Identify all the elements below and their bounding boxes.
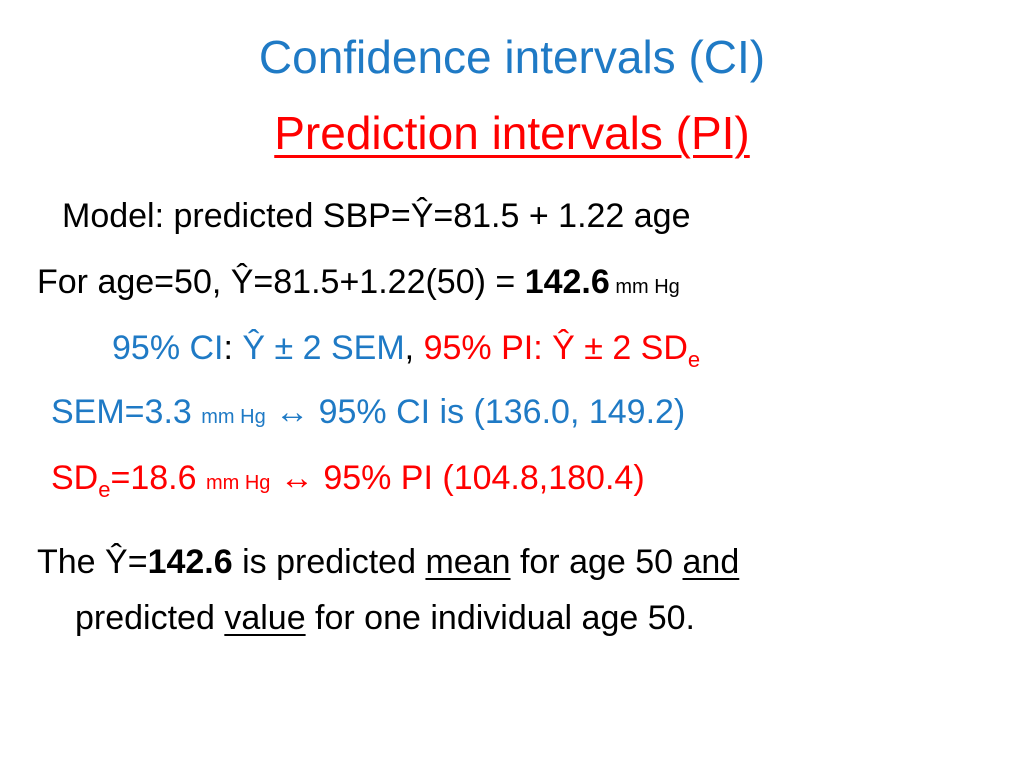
conclusion-part4: predicted: [75, 599, 225, 637]
sde-value: =18.6: [110, 459, 206, 497]
sde-subscript: e: [98, 477, 111, 502]
conclusion-line-2: predicted value for one individual age 5…: [75, 598, 695, 638]
age-line-text: For age=50, Ŷ=81.5+1.22(50) =: [37, 263, 525, 301]
conclusion-part2: is predicted: [232, 543, 426, 581]
sem-value: SEM=3.3: [51, 393, 202, 431]
conclusion-part1: The Ŷ=: [37, 543, 148, 581]
conclusion-value: 142.6: [147, 543, 233, 581]
sem-unit: mm Hg: [201, 406, 266, 428]
slide-title-ci: Confidence intervals (CI): [258, 31, 766, 83]
predicted-value: 142.6: [524, 263, 610, 301]
slide-title-pi-text: Prediction intervals (PI): [274, 107, 750, 159]
age-line: For age=50, Ŷ=81.5+1.22(50) = 142.6 mm H…: [37, 262, 680, 307]
ci-formula: Ŷ ± 2 SEM: [232, 329, 405, 367]
mean-word: mean: [425, 543, 511, 581]
conclusion-part3: for age 50: [510, 543, 683, 581]
ci-pi-line: 95% CI: Ŷ ± 2 SEM, 95% PI: Ŷ ± 2 SDe: [112, 328, 700, 371]
pi-result: ↔ 95% PI (104.8,180.4): [270, 459, 645, 497]
sem-line: SEM=3.3 mm Hg ↔ 95% CI is (136.0, 149.2): [51, 392, 685, 437]
slide-title-pi: Prediction intervals (PI): [0, 106, 1024, 160]
pi-subscript: e: [687, 347, 701, 372]
pi-formula: 95% PI: Ŷ ± 2 SD: [423, 329, 688, 367]
conclusion-line-1: The Ŷ=142.6 is predicted mean for age 50…: [37, 542, 739, 582]
ci-label: 95% CI: [112, 329, 224, 367]
sde-line: SDe=18.6 mm Hg ↔ 95% PI (104.8,180.4): [51, 458, 645, 503]
conclusion-part5: for one individual age 50.: [305, 599, 695, 637]
model-line: Model: predicted SBP=Ŷ=81.5 + 1.22 age: [62, 197, 691, 235]
ci-result: ↔ 95% CI is (136.0, 149.2): [265, 393, 686, 431]
sde-unit: mm Hg: [205, 472, 271, 494]
ci-separator: :: [223, 329, 233, 367]
value-word: value: [224, 599, 306, 637]
sde-label: SD: [51, 459, 99, 497]
and-word: and: [682, 543, 740, 581]
ci-pi-comma: ,: [404, 329, 424, 367]
unit-label: mm Hg: [609, 276, 680, 298]
